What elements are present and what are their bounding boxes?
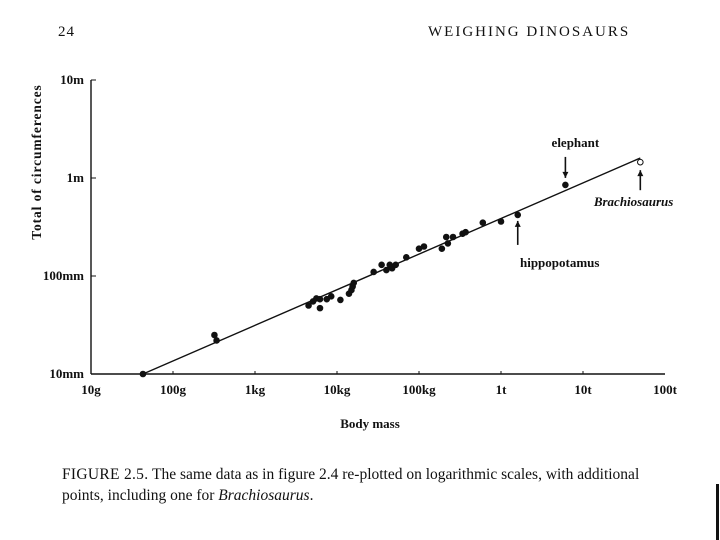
data-point <box>462 228 469 236</box>
page-edge-mark <box>716 484 719 540</box>
data-point <box>514 211 522 219</box>
y-tick-label: 10mm <box>49 366 84 381</box>
data-point <box>213 337 220 344</box>
annotations-layer: elephant Brachiosaurus hippopotamus <box>514 135 673 270</box>
data-point <box>337 296 344 304</box>
data-points-layer <box>139 158 644 378</box>
data-point <box>316 304 324 312</box>
brachiosaurus-arrow-head <box>637 170 644 177</box>
data-point <box>438 245 446 252</box>
data-point <box>449 233 457 241</box>
y-tick-label: 100mm <box>43 268 84 283</box>
page-number: 24 <box>58 24 75 40</box>
data-point <box>402 254 410 261</box>
x-axis-title: Body mass <box>340 416 400 431</box>
caption-end: . <box>309 487 314 504</box>
hippopotamus-label: hippopotamus <box>520 255 599 270</box>
data-point <box>392 261 400 269</box>
data-point <box>211 331 218 339</box>
running-head: WEIGHING DINOSAURS <box>428 24 631 40</box>
x-tick-label: 10t <box>574 382 592 397</box>
data-point <box>497 218 505 225</box>
y-tick-label: 1m <box>67 170 85 185</box>
ticks-layer: 10g 100g 1kg 10kg 100kg 1t 10t 100t 10mm 100mm 1m 1… <box>43 72 678 397</box>
data-point <box>305 302 312 309</box>
elephant-arrow-head <box>562 171 569 178</box>
data-point <box>479 219 487 226</box>
data-point <box>350 279 358 287</box>
caption-italic-term: Brachiosaurus <box>218 487 310 504</box>
data-point <box>370 268 377 276</box>
x-tick-label: 1t <box>496 382 508 397</box>
log-log-scatter-chart: 10g 100g 1kg 10kg 100kg 1t 10t 100t 10mm 100mm 1m 1… <box>29 72 678 431</box>
data-point <box>139 370 147 378</box>
data-point <box>442 233 450 241</box>
data-point <box>420 243 428 250</box>
x-tick-label: 100g <box>160 382 187 397</box>
elephant-label: elephant <box>552 135 600 150</box>
brachiosaurus-point <box>637 158 644 166</box>
x-tick-label: 10g <box>81 382 101 397</box>
caption-text: The same data as in figure 2.4 re-plotte… <box>62 466 640 504</box>
data-point <box>327 293 335 300</box>
data-point <box>383 266 390 274</box>
data-point <box>316 295 324 303</box>
data-point <box>378 261 385 269</box>
y-axis-title: Total of circumferences <box>29 84 44 239</box>
brachiosaurus-label: Brachiosaurus <box>593 194 673 209</box>
x-tick-label: 10kg <box>324 382 351 397</box>
x-tick-label: 1kg <box>245 382 266 397</box>
x-tick-label: 100kg <box>402 382 436 397</box>
data-point <box>562 181 569 189</box>
y-tick-label: 10m <box>60 72 84 87</box>
hippopotamus-arrow-head <box>514 220 521 227</box>
figure-caption: FIGURE 2.5. The same data as in figure 2… <box>62 464 672 506</box>
figure-label: FIGURE 2.5. <box>62 466 149 483</box>
x-tick-label: 100t <box>653 382 678 397</box>
data-point <box>444 240 452 247</box>
